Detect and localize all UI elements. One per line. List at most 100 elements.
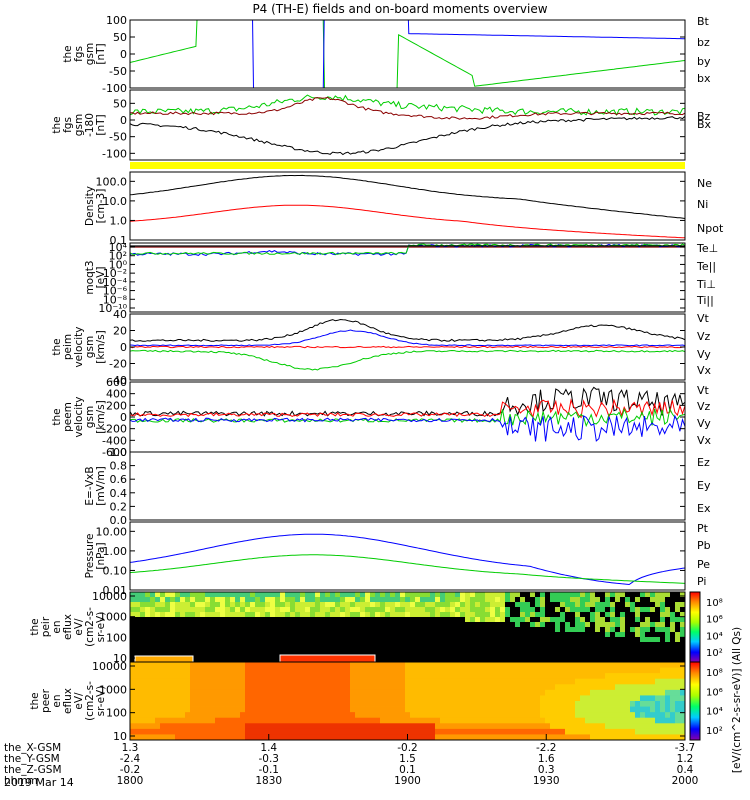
colorbar-tick: 10⁶ — [706, 615, 723, 626]
ytick-label: 10000 — [92, 590, 127, 603]
xtick-label: 1900 — [394, 775, 421, 787]
ytick-label: 200 — [106, 399, 127, 412]
series-peim_velocity-2 — [130, 345, 685, 349]
colorbar-tick: 10² — [706, 726, 723, 737]
xtick-label: 0.4 — [677, 764, 694, 776]
ytick-label: -400 — [102, 434, 127, 447]
ylabel-line: [eV] — [95, 267, 107, 289]
ytick-label: 50 — [113, 31, 127, 44]
ytick-label: 0 — [120, 411, 127, 424]
ylabel-line: peir — [40, 616, 52, 637]
xtick-label: -3.7 — [675, 742, 696, 754]
ylabel-line: [km/s] — [95, 330, 107, 364]
peir-band-2 — [279, 654, 376, 662]
series-fgs-1 — [252, 20, 685, 88]
ytick-label: 10000 — [92, 660, 127, 673]
panel-density: 100.0 10.0 1.0 0.1 Density [cm-3] Ne Ni Npot — [84, 171, 724, 247]
yellow-flag-bar — [130, 162, 685, 169]
xtick-label: 0.1 — [399, 764, 416, 776]
series-fgs_zoom-2 — [130, 115, 685, 156]
colorbar-label: [eV/(cm^2-s-sr-eV)] (All Qs) — [731, 627, 743, 773]
series-peim_velocity-1 — [130, 329, 685, 347]
legend-temp-0: Te⊥ — [696, 242, 718, 255]
legend-temp-2: Ti⊥ — [696, 278, 716, 291]
ytick-label: 10⁻⁶ — [103, 285, 128, 298]
ylabel-line: [nPa] — [95, 542, 107, 569]
xtick-label: 1.2 — [677, 753, 694, 765]
legend-pressure-0: Pt — [697, 522, 709, 535]
series-peem_velocity-1 — [130, 398, 685, 419]
ylabel-line: sr-eV) — [95, 612, 107, 643]
legend-fgs-2: by — [697, 55, 711, 68]
ylabel-line: en — [51, 694, 63, 707]
ylabel-line: E=-VxB — [84, 466, 96, 505]
ylabel-line: eV/ — [73, 692, 85, 710]
frame-fgs_zoom — [129, 89, 686, 161]
xtick-label: -0.2 — [120, 764, 141, 776]
ylabel-line: Density — [84, 186, 96, 226]
ylabel-line: [km/s] — [95, 400, 107, 434]
series-fgs_zoom-0 — [130, 94, 685, 117]
ytick-label: -100 — [102, 147, 127, 160]
colorbar-tick: 10² — [706, 648, 723, 659]
xtick-label: -2.4 — [120, 753, 141, 765]
legend-pressure-3: Pi — [697, 575, 706, 588]
xtick-label: 1930 — [533, 775, 560, 787]
ytick-label: 0.01 — [103, 584, 128, 597]
xaxis-row-label: the_X-GSM — [4, 742, 61, 754]
colorbar-tick: 10⁶ — [706, 687, 723, 698]
ylabel-line: eflux — [62, 614, 74, 640]
legend-peim_velocity-3: Vx — [697, 364, 712, 377]
ylabel-line: peim — [62, 334, 74, 360]
xtick-label: -0.3 — [259, 753, 280, 765]
ytick-label: 10 — [113, 730, 127, 743]
legend-peim_velocity-0: Vt — [697, 312, 710, 325]
frame-pressure — [129, 521, 686, 591]
series-peem_velocity-0 — [130, 386, 685, 417]
ytick-label: -20 — [109, 358, 127, 371]
series-fgs_zoom-1 — [130, 96, 685, 120]
ytick-label: -100 — [102, 82, 127, 95]
ylabel-line: moqt3 — [84, 260, 96, 294]
ytick-label: 10⁻⁴ — [103, 276, 128, 289]
ytick-label: 10⁻⁸ — [103, 293, 128, 306]
legend-pressure-2: Pe — [697, 558, 710, 571]
ytick-label: 10⁴ — [109, 241, 128, 254]
ytick-label: 10⁰ — [109, 258, 128, 271]
ylabel-line: the — [51, 116, 63, 133]
ytick-label: 100.0 — [96, 175, 128, 188]
ytick-label: 0 — [120, 114, 127, 127]
colorbars: 10⁸ 10⁶ 10⁴ 10² 10⁸ 10⁶ 10⁴ 10² [eV/(cm^2-s-sr-e… — [689, 591, 743, 773]
ylabel-line: (cm2-s- — [84, 681, 96, 721]
ytick-label: -600 — [102, 446, 127, 459]
legend-peem_velocity-2: Vy — [697, 417, 711, 430]
ylabel-line: [mV/m] — [95, 466, 107, 505]
legend-efield-2: Ex — [697, 502, 711, 515]
panel-peim_velocity: 40 20 0 -20 -40 the peim velocity gsm [km/s] Vt Vz V… — [51, 308, 712, 387]
ytick-label: 0 — [120, 48, 127, 61]
ylabel-line: gsm — [84, 406, 96, 428]
ytick-label: 10.00 — [96, 525, 128, 538]
ytick-label: 1000 — [99, 683, 127, 696]
ylabel-line: the — [62, 45, 74, 62]
ytick-label: 0.6 — [110, 473, 128, 486]
panel-efield: 1.00.80.60.40.20.0 E=-VxB [mV/m] Ez Ey Ex — [84, 446, 711, 527]
ytick-label: 1.0 — [110, 214, 128, 227]
ylabel-line: [nT] — [95, 43, 107, 64]
ylabel-line: the — [29, 618, 41, 635]
ytick-label: -200 — [102, 423, 127, 436]
colorbar-tick: 10⁸ — [706, 668, 723, 679]
series-fgs-0 — [130, 20, 685, 88]
ytick-label: 10⁻¹⁰ — [98, 302, 127, 315]
xtick-label: -0.2 — [397, 742, 418, 754]
ytick-label: -50 — [109, 65, 127, 78]
ylabel-line: Pressure — [84, 534, 96, 579]
ytick-label: -50 — [109, 131, 127, 144]
colorbar-tick: 10⁴ — [706, 631, 723, 642]
ylabel-line: en — [51, 620, 63, 633]
legend-temp-1: Te|| — [696, 260, 716, 273]
ylabel-line: sr-eV) — [95, 686, 107, 717]
legend-fgs-0: Bt — [697, 15, 710, 28]
